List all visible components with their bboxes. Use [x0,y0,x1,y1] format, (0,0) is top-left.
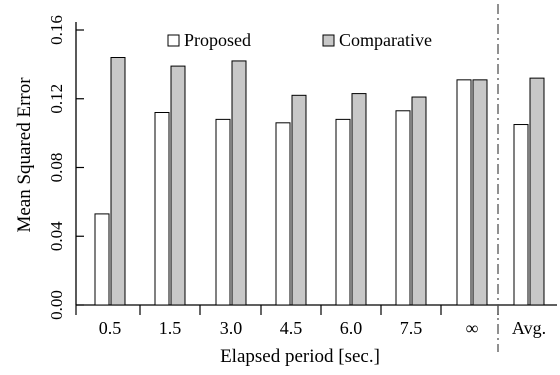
x-tick-label: Avg. [512,318,546,338]
bar-proposed [275,122,291,306]
legend-label: Comparative [339,30,432,50]
x-axis-label: Elapsed period [sec.] [220,346,380,367]
bar-comparative [529,77,545,306]
bar-proposed [335,118,351,306]
bar-proposed [456,79,472,306]
legend: Proposed Comparative [167,30,432,50]
x-tick-label: 6.0 [340,318,363,338]
legend-swatch [167,34,180,47]
bar-proposed [513,124,529,306]
y-tick-label: 0.12 [47,84,66,114]
x-tick-label: 3.0 [220,318,243,338]
y-tick-label: 0.08 [47,153,66,183]
bar-comparative [291,94,307,306]
bar-comparative [231,60,247,306]
y-tick-label: 0.04 [47,221,66,251]
bar-comparative [411,96,427,306]
bar-comparative [170,65,186,306]
y-tick-label: 0.00 [47,290,66,320]
bar-proposed [215,118,231,306]
bar-comparative [351,93,367,306]
bar-proposed [395,110,411,306]
x-tick-label: 1.5 [159,318,182,338]
y-axis-label: Mean Squared Error [14,77,35,233]
bars [94,57,545,306]
x-tick-label: 4.5 [280,318,303,338]
axes: 0.00 0.04 0.08 0.12 0.16 0.5 1.5 3.0 4.5 6.0 7.5 ∞ A… [47,4,557,352]
y-tick-label: 0.16 [47,15,66,45]
x-tick-label: ∞ [466,318,479,338]
bar-proposed [154,112,170,306]
x-tick-label: 0.5 [99,318,122,338]
legend-label: Proposed [184,30,251,50]
bar-proposed [94,213,110,306]
x-tick-label: 7.5 [400,318,423,338]
bar-comparative [110,57,126,306]
bar-comparative [472,79,488,306]
legend-swatch [322,34,335,47]
